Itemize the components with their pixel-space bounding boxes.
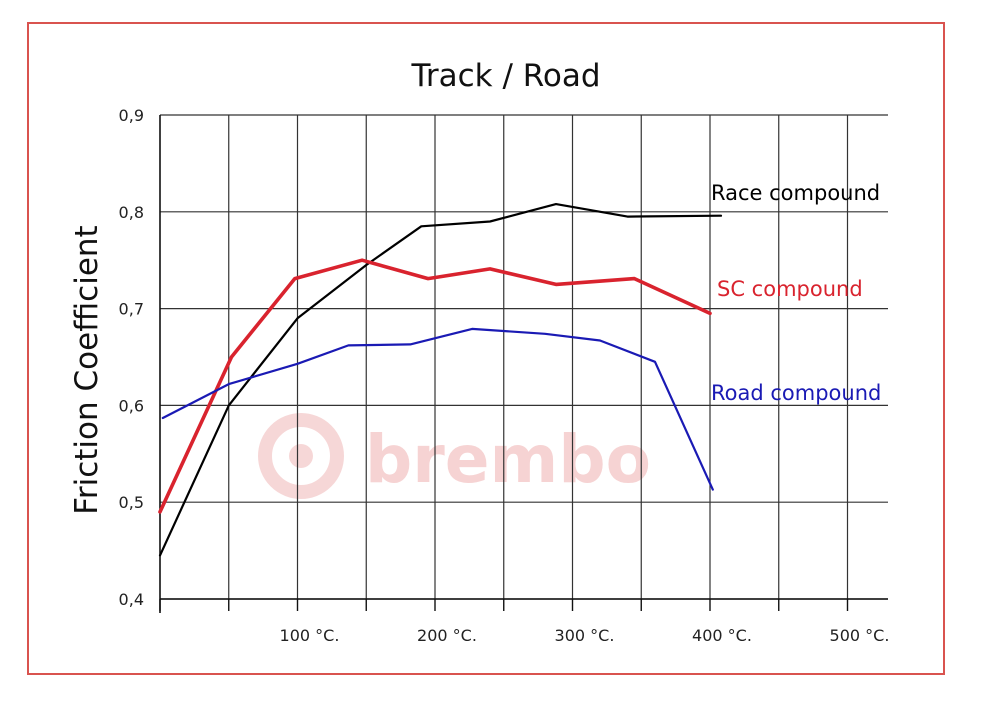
chart-title: Track / Road <box>410 58 600 94</box>
x-tick-label: 200 °C. <box>417 626 477 645</box>
series-label-2: SC compound <box>717 277 863 301</box>
y-tick-label: 0,6 <box>119 396 144 415</box>
series-labels: Race compound SC compound Road compound <box>711 181 881 405</box>
brembo-logo-icon <box>258 413 344 499</box>
y-tick-label: 0,8 <box>119 203 144 222</box>
axes <box>159 115 888 613</box>
x-tick-label: 400 °C. <box>692 626 752 645</box>
series-lines <box>158 203 723 557</box>
series-label-3: Road compound <box>711 381 881 405</box>
y-tick-labels: 0,4 0,5 0,6 0,7 0,8 0,9 <box>119 106 144 609</box>
y-tick-label: 0,5 <box>119 493 144 512</box>
x-tick-label: 500 °C. <box>830 626 890 645</box>
brembo-watermark: brembo <box>258 413 651 499</box>
x-tick-label: 300 °C. <box>555 626 615 645</box>
series-line-2 <box>158 258 712 514</box>
x-tick-label: 100 °C. <box>280 626 340 645</box>
y-tick-label: 0,7 <box>119 300 144 319</box>
y-axis-label: Friction Coefficient <box>69 225 105 514</box>
brembo-wordmark: brembo <box>365 421 651 498</box>
x-tick-labels: 100 °C. 200 °C. 300 °C. 400 °C. 500 °C. <box>280 626 890 645</box>
series-line-3 <box>161 327 714 491</box>
series-label-1: Race compound <box>711 181 880 205</box>
y-tick-label: 0,9 <box>119 106 144 125</box>
y-tick-label: 0,4 <box>119 590 144 609</box>
grid <box>160 114 888 600</box>
chart-frame <box>27 22 945 675</box>
